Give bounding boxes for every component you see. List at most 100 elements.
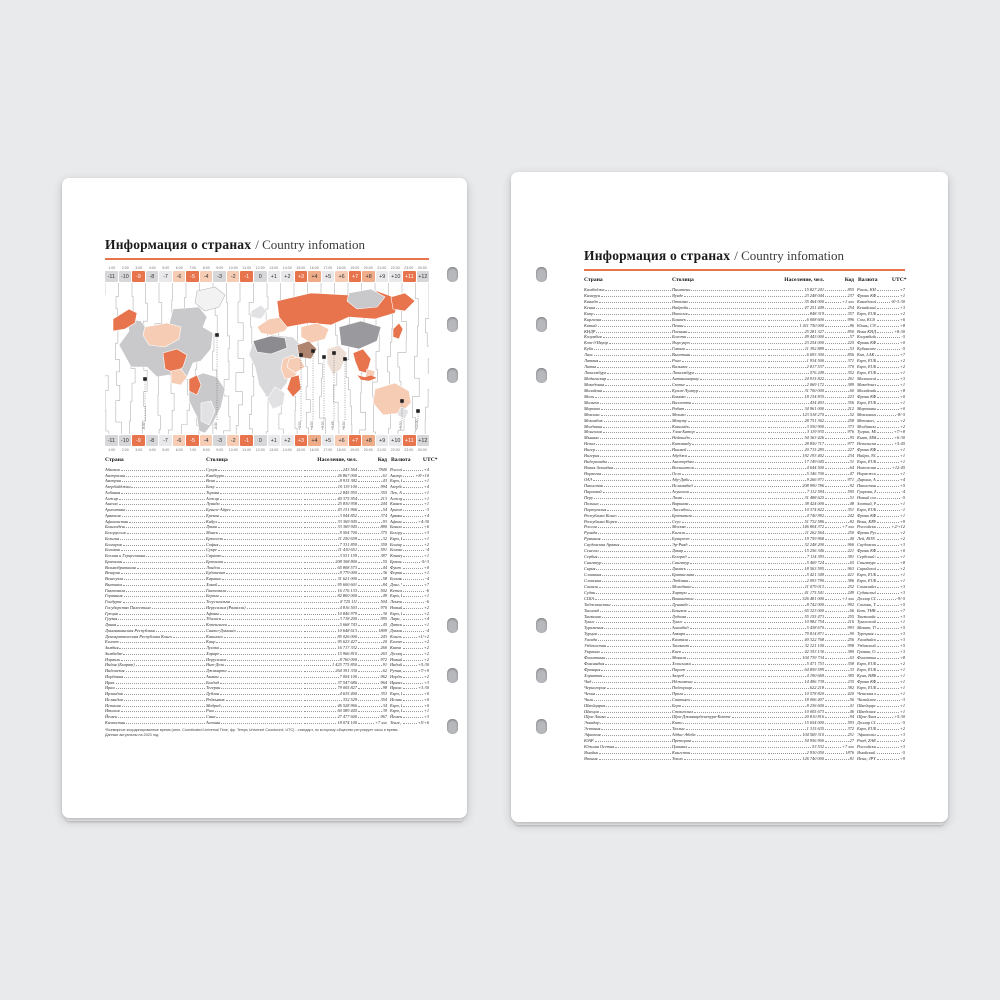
cell-code: 971 <box>824 477 854 482</box>
cell-utc: +1 <box>876 293 905 298</box>
cell-code: 45 <box>357 622 387 627</box>
cell-cap: Кишинёв <box>672 424 767 429</box>
cell-code: 39 <box>357 708 387 713</box>
cell-cap: Берн <box>672 703 767 708</box>
cell-utc: +2 <box>876 566 905 571</box>
cell-pop: 5 471 753 <box>767 661 824 666</box>
cell-code: 51 <box>824 495 854 500</box>
cell-utc: +1 <box>402 708 429 713</box>
cell-cap: Тегусигальпа <box>206 599 303 604</box>
table-row: Эфиопия Аддис-Абеба 104 569 310 251 Эфиопски… <box>584 731 905 737</box>
cell-name: Бельгия <box>105 536 206 541</box>
cell-cap: Дакар <box>672 548 767 553</box>
cell-name: Ирландия <box>105 691 206 696</box>
timezone-time-label: 10:00 <box>228 448 238 452</box>
cell-name: ОАЭ <box>584 477 672 482</box>
cell-cur: Швейцарский франк, CHF <box>854 703 876 708</box>
timezone-times-bottom: 1:00 2:00 3:00 4:00 5:00 6:00 7:00 8:00 9:00 10:0… <box>105 448 429 452</box>
cell-cur: Шри-Ланкийская рупия, LKR <box>854 714 876 719</box>
cell-cap: Люксембург <box>672 370 767 375</box>
cell-cap: Подгорица <box>672 685 767 690</box>
cell-utc: +3 <box>876 542 905 547</box>
table-row: Киргизия Бишкек 6 008 600 996 Сом, KGS +6 <box>584 316 905 322</box>
cell-cur: Сингапурский доллар, SGD <box>854 560 876 565</box>
cell-cur: Российский рубль, RUB <box>387 467 402 472</box>
cell-code: 389 <box>824 382 854 387</box>
cell-utc: -5 <box>876 720 905 725</box>
cell-cur: Гуарани, PYG <box>854 489 876 494</box>
timezone-time-label: 6:00 <box>175 448 183 452</box>
cell-pop: 5 438 670 <box>767 625 824 630</box>
cell-pop: 31 621 000 <box>303 576 357 581</box>
cell-name: Таджикистан <box>584 602 672 607</box>
timezone-time-label: 7:00 <box>189 448 197 452</box>
cell-utc: +1 <box>402 622 429 627</box>
timezone-time-label: 15:00 <box>296 266 306 270</box>
cell-cur: Фунт стерлингов, GBP <box>387 565 402 570</box>
table-row: Шри-Ланка Шри-Джаяварденепура-Котте 20 810… <box>584 714 905 719</box>
cell-pop: 10 374 822 <box>767 507 824 512</box>
cell-utc: +3 <box>402 680 429 685</box>
cell-cap: Яунде <box>672 293 767 298</box>
table-row: Кипр Никосия 848 319 357 Евро, EUR +2 <box>584 310 905 316</box>
cell-pop: 82 800 000 <box>303 593 357 598</box>
cell-cur: Лари, GEL <box>387 616 402 621</box>
cell-code: 880 <box>357 524 387 529</box>
table-row: Республика Корея Сеул 51 732 586 82 Вона, KR… <box>584 518 905 524</box>
cell-code: 58 <box>357 576 387 581</box>
cell-pop: 9 779 000 <box>303 570 357 575</box>
cell-name: Руанда <box>584 530 672 535</box>
cell-utc: -5 <box>876 495 905 500</box>
cell-cap: Валлетта <box>672 400 767 405</box>
cell-name: Австралия <box>105 473 206 478</box>
cell-code: 996 <box>824 317 854 322</box>
cell-cur: Египетский фунт, EGP <box>387 639 402 644</box>
cell-name: Сирия <box>584 566 672 571</box>
col-country: Страна <box>584 277 603 283</box>
cell-cap: Антананариву <box>672 376 767 381</box>
table-row: Литва Вильнюс 2 817 537 370 Евро, EUR +2 <box>584 363 905 369</box>
cell-cur: Доминиканское песо, DOP <box>387 628 402 633</box>
cell-name: Малайзия <box>584 388 672 393</box>
timezone-time-label: 14:00 <box>282 448 292 452</box>
cell-utc: +5:30 <box>876 714 905 719</box>
cell-cap: Кингстон <box>672 750 767 755</box>
cell-pop: 104 739 734 <box>767 655 824 660</box>
cell-cur: Российский рубль, RUB <box>854 524 876 529</box>
page-title-sep: / <box>255 237 259 252</box>
timezone-time-label: 20:00 <box>363 448 373 452</box>
cell-pop: 11 250 659 <box>303 536 357 541</box>
timezone-offset-cell: +1 <box>267 435 281 446</box>
cell-name: Бангладеш <box>105 524 206 529</box>
cell-code: 358 <box>824 661 854 666</box>
cell-name: Камерун <box>584 293 672 298</box>
cell-cur: Конголезский франк, CDF <box>387 634 402 639</box>
cell-cur: Евро, EUR <box>854 507 876 512</box>
cell-cap: Шри-Джаяварденепура-Котте <box>672 714 767 719</box>
cell-name: Монголия <box>584 429 672 434</box>
cell-cur: Кубинское песо, CUP <box>854 346 876 351</box>
timezone-time-label: 00:00 <box>417 448 427 452</box>
cell-cap: Тирана <box>206 490 303 495</box>
cell-utc: +7 <box>876 608 905 613</box>
cell-pop: 95 600 601 <box>303 582 357 587</box>
cell-utc: +2 <box>876 418 905 423</box>
cell-utc: +8/+10 <box>402 473 429 478</box>
cell-name: Боливия <box>105 547 206 552</box>
cell-name: Сенегал <box>584 548 672 553</box>
timezone-offset-cell: +6 <box>335 271 348 282</box>
timezone-times-top: 1:00 2:00 3:00 4:00 5:00 6:00 7:00 8:00 9:00 10:0… <box>105 266 429 270</box>
cell-code: 221 <box>824 548 854 553</box>
